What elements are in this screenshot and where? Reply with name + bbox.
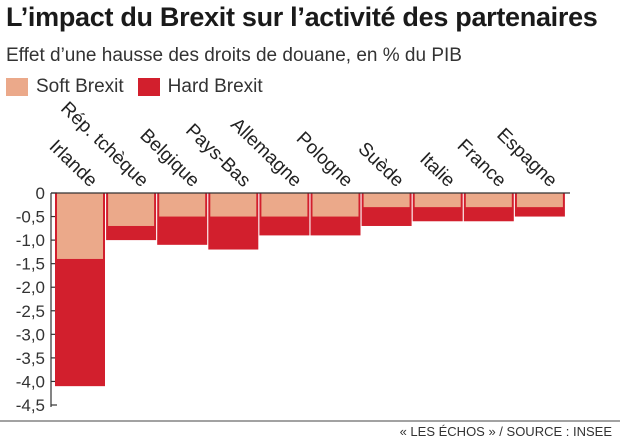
legend-swatch-hard	[137, 78, 160, 96]
category-label: Suède	[354, 138, 408, 191]
y-tick-label: -2,0	[16, 278, 45, 297]
y-tick-label: -4,5	[16, 396, 45, 415]
bar-soft-6	[363, 193, 410, 208]
y-tick-label: -0,5	[16, 208, 45, 227]
legend-item-soft: Soft Brexit	[6, 76, 124, 98]
legend-label-hard: Hard Brexit	[167, 76, 263, 97]
bar-soft-8	[465, 193, 512, 208]
y-tick-label: 0	[36, 184, 45, 203]
chart-subtitle: Effet d’une hausse des droits de douane,…	[6, 45, 462, 66]
bar-soft-2	[159, 193, 206, 217]
category-label: Pologne	[292, 128, 357, 192]
y-tick-label: -3,5	[16, 349, 45, 368]
chart-title: L’impact du Brexit sur l’activité des pa…	[6, 2, 598, 32]
category-label: Italie	[415, 149, 458, 192]
y-tick-label: -1,0	[16, 231, 45, 250]
y-tick-label: -2,5	[16, 302, 45, 321]
source-credit: « LES ÉCHOS » / SOURCE : INSEE	[399, 424, 612, 439]
bar-soft-0	[57, 193, 103, 259]
category-label: Rép. tchèque	[56, 98, 152, 192]
bar-soft-7	[414, 193, 461, 208]
legend-label-soft: Soft Brexit	[36, 76, 124, 97]
legend-item-hard: Hard Brexit	[137, 76, 263, 98]
y-tick-label: -3,0	[16, 325, 45, 344]
bar-soft-4	[261, 193, 308, 217]
bar-soft-5	[312, 193, 359, 217]
bar-soft-3	[210, 193, 257, 217]
y-tick-label: -4,0	[16, 372, 45, 391]
y-tick-label: -1,5	[16, 255, 45, 274]
legend: Soft Brexit Hard Brexit	[6, 76, 277, 98]
bar-soft-1	[108, 193, 155, 226]
bar-soft-9	[516, 193, 563, 208]
legend-swatch-soft	[6, 78, 28, 96]
